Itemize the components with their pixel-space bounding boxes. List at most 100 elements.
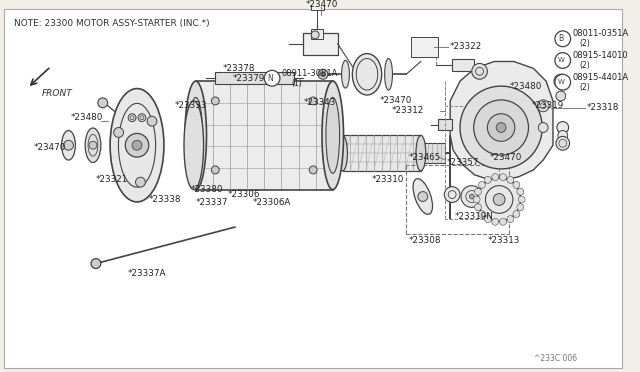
Circle shape xyxy=(211,166,220,174)
Circle shape xyxy=(311,31,319,39)
Circle shape xyxy=(484,216,492,222)
Text: W: W xyxy=(557,58,564,64)
Bar xyxy=(215,72,294,84)
Ellipse shape xyxy=(185,81,207,190)
Circle shape xyxy=(554,74,568,88)
Text: *23337: *23337 xyxy=(196,198,228,207)
Circle shape xyxy=(555,31,571,46)
Ellipse shape xyxy=(416,135,426,171)
Text: *23480: *23480 xyxy=(510,81,542,91)
Ellipse shape xyxy=(85,128,101,163)
Text: *23480: *23480 xyxy=(70,113,103,122)
Circle shape xyxy=(500,218,506,225)
Circle shape xyxy=(128,114,136,122)
Text: (2): (2) xyxy=(579,83,590,92)
Text: *23378: *23378 xyxy=(223,64,255,73)
Circle shape xyxy=(469,194,474,199)
Bar xyxy=(342,135,421,171)
Bar xyxy=(438,119,452,131)
Text: FRONT: FRONT xyxy=(42,90,73,99)
Ellipse shape xyxy=(326,97,340,173)
Circle shape xyxy=(500,174,506,180)
Ellipse shape xyxy=(61,131,76,160)
Text: *23357: *23357 xyxy=(446,157,479,167)
Text: *23343: *23343 xyxy=(303,98,336,108)
Ellipse shape xyxy=(385,58,392,90)
Bar xyxy=(424,143,445,163)
Text: 08911-3081A: 08911-3081A xyxy=(282,69,339,78)
Ellipse shape xyxy=(322,81,344,190)
Text: *23470: *23470 xyxy=(33,143,66,152)
Circle shape xyxy=(125,134,148,157)
Bar xyxy=(196,81,333,190)
Circle shape xyxy=(91,259,101,269)
Text: *23465: *23465 xyxy=(409,153,442,161)
Text: B: B xyxy=(558,34,563,43)
Text: *23319: *23319 xyxy=(531,101,564,110)
Polygon shape xyxy=(450,61,553,219)
Text: 08011-0351A: 08011-0351A xyxy=(573,29,628,38)
Ellipse shape xyxy=(184,101,204,190)
Circle shape xyxy=(479,211,485,218)
Text: *23470: *23470 xyxy=(380,96,412,105)
Circle shape xyxy=(492,218,499,225)
Circle shape xyxy=(63,140,74,150)
Ellipse shape xyxy=(342,61,349,88)
Circle shape xyxy=(474,100,529,155)
Circle shape xyxy=(132,140,142,150)
Text: ^233C 006: ^233C 006 xyxy=(534,354,577,363)
Text: *23322: *23322 xyxy=(449,42,481,51)
Circle shape xyxy=(318,69,328,79)
Bar xyxy=(311,3,324,10)
Circle shape xyxy=(114,128,124,137)
Text: *23306A: *23306A xyxy=(253,198,291,207)
Circle shape xyxy=(418,192,428,202)
Circle shape xyxy=(321,72,325,77)
Circle shape xyxy=(513,211,520,218)
Circle shape xyxy=(472,64,488,79)
Text: *23337A: *23337A xyxy=(127,269,166,278)
Text: *23470: *23470 xyxy=(490,153,522,161)
Circle shape xyxy=(488,114,515,141)
Circle shape xyxy=(538,123,548,132)
Circle shape xyxy=(558,131,568,140)
Text: NOTE: 23300 MOTOR ASSY-STARTER (INC.*): NOTE: 23300 MOTOR ASSY-STARTER (INC.*) xyxy=(13,19,209,28)
Text: W: W xyxy=(557,79,564,85)
Circle shape xyxy=(538,100,549,112)
Circle shape xyxy=(556,137,570,150)
Bar xyxy=(311,29,323,39)
Circle shape xyxy=(517,188,524,195)
Text: *23380: *23380 xyxy=(191,185,223,194)
Circle shape xyxy=(89,141,97,149)
Circle shape xyxy=(555,52,571,68)
Text: *23310: *23310 xyxy=(372,175,404,184)
Ellipse shape xyxy=(338,135,348,171)
Text: *23321: *23321 xyxy=(96,175,128,184)
Circle shape xyxy=(493,193,505,205)
Text: *23470: *23470 xyxy=(305,0,338,9)
Bar xyxy=(303,33,338,55)
Ellipse shape xyxy=(413,179,433,214)
Text: 08915-14010: 08915-14010 xyxy=(573,51,628,60)
Text: *23333: *23333 xyxy=(174,101,207,110)
Bar xyxy=(411,37,438,57)
Text: N: N xyxy=(268,74,273,83)
Text: *23338: *23338 xyxy=(148,195,181,204)
Circle shape xyxy=(138,114,146,122)
Circle shape xyxy=(518,196,525,203)
Circle shape xyxy=(98,98,108,108)
Text: 08915-4401A: 08915-4401A xyxy=(573,73,628,82)
Circle shape xyxy=(309,97,317,105)
Circle shape xyxy=(136,177,145,187)
Text: (2): (2) xyxy=(579,61,590,70)
Circle shape xyxy=(147,116,157,126)
Ellipse shape xyxy=(353,54,381,95)
Circle shape xyxy=(264,70,280,86)
Circle shape xyxy=(496,123,506,132)
Circle shape xyxy=(460,86,542,169)
Text: *23313: *23313 xyxy=(488,236,520,246)
Circle shape xyxy=(309,166,317,174)
Circle shape xyxy=(555,74,571,90)
Text: *23319N: *23319N xyxy=(455,212,494,221)
Circle shape xyxy=(484,176,492,183)
